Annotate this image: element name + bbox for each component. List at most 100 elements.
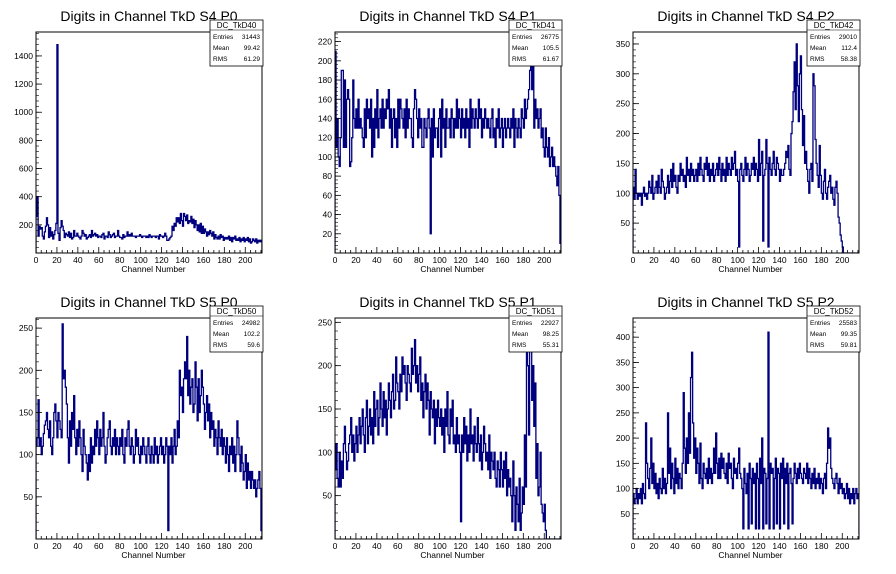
- x-tick-label: 80: [414, 255, 424, 265]
- y-tick-label: 150: [318, 404, 332, 414]
- y-tick-label: 220: [318, 37, 332, 47]
- stats-name: DC_TkD50: [217, 307, 257, 316]
- y-tick-label: 180: [318, 75, 332, 85]
- x-tick-label: 180: [516, 541, 530, 551]
- y-tick-label: 200: [19, 365, 33, 375]
- x-tick-label: 200: [835, 255, 849, 265]
- x-axis-label: Channel Number: [718, 264, 782, 274]
- histogram-series: [335, 321, 561, 539]
- stats-label: RMS: [213, 342, 228, 349]
- x-tick-label: 200: [238, 255, 252, 265]
- stats-label: Mean: [213, 45, 230, 52]
- x-tick-label: 160: [793, 255, 807, 265]
- y-tick-label: 160: [318, 94, 332, 104]
- histogram-series: [633, 43, 859, 253]
- y-tick-label: 150: [616, 158, 630, 168]
- y-tick-label: 300: [616, 69, 630, 79]
- x-tick-label: 160: [196, 255, 210, 265]
- x-tick-label: 120: [154, 541, 168, 551]
- plot-frame: [35, 317, 263, 540]
- chart-panel: Digits in Channel TkD S4 P0 0 20 40 60 80 100 1…: [14, 8, 264, 274]
- y-tick-label: 200: [616, 129, 630, 139]
- y-tick-label: 400: [616, 332, 630, 342]
- x-tick-label: 160: [495, 255, 509, 265]
- stats-value: 61.67: [543, 56, 560, 63]
- y-tick-label: 120: [318, 133, 332, 143]
- stats-label: Entries: [213, 34, 234, 41]
- x-tick-label: 20: [351, 541, 361, 551]
- y-tick-label: 140: [318, 113, 332, 123]
- x-tick-label: 80: [115, 255, 125, 265]
- y-tick-label: 150: [616, 458, 630, 468]
- x-tick-label: 40: [372, 255, 382, 265]
- y-tick-label: 100: [616, 484, 630, 494]
- x-tick-label: 180: [217, 255, 231, 265]
- x-tick-label: 100: [433, 541, 447, 551]
- stats-value: 105.5: [543, 45, 560, 52]
- chart-title: Digits in Channel TkD S5 P0: [60, 294, 237, 310]
- stats-label: Mean: [810, 45, 827, 52]
- chart-panel: Digits in Channel TkD S5 P2 0 20 40 60 80 100 1…: [616, 294, 861, 560]
- y-tick-label: 200: [19, 220, 33, 230]
- x-tick-label: 120: [751, 255, 765, 265]
- x-tick-label: 180: [516, 255, 530, 265]
- x-tick-label: 40: [670, 541, 680, 551]
- plot-frame: [632, 317, 860, 540]
- plot-frame: [632, 31, 860, 254]
- plot-frame: [334, 317, 562, 540]
- y-tick-label: 1200: [14, 79, 33, 89]
- x-tick-label: 40: [670, 255, 680, 265]
- y-tick-label: 1400: [14, 51, 33, 61]
- x-tick-label: 120: [453, 541, 467, 551]
- x-tick-label: 20: [52, 541, 62, 551]
- plot-frame: [334, 31, 562, 254]
- stats-label: Mean: [512, 331, 529, 338]
- x-tick-label: 140: [772, 255, 786, 265]
- x-tick-label: 140: [772, 541, 786, 551]
- histogram-series: [36, 323, 262, 539]
- x-tick-label: 140: [175, 255, 189, 265]
- x-axis-label: Channel Number: [718, 550, 782, 560]
- x-axis-label: Channel Number: [420, 550, 484, 560]
- y-tick-label: 100: [318, 447, 332, 457]
- stats-label: RMS: [810, 342, 825, 349]
- y-tick-label: 250: [19, 323, 33, 333]
- y-tick-label: 200: [318, 56, 332, 66]
- x-tick-label: 160: [495, 541, 509, 551]
- stats-value: 59.6: [247, 342, 260, 349]
- x-tick-label: 60: [393, 541, 403, 551]
- stats-name: DC_TkD41: [516, 21, 556, 30]
- x-tick-label: 60: [94, 255, 104, 265]
- x-tick-label: 140: [474, 255, 488, 265]
- stats-value: 25583: [839, 320, 857, 327]
- y-tick-label: 50: [24, 492, 34, 502]
- y-tick-label: 250: [616, 408, 630, 418]
- x-tick-label: 200: [537, 541, 551, 551]
- x-tick-label: 80: [712, 541, 722, 551]
- y-tick-label: 100: [318, 152, 332, 162]
- x-tick-label: 100: [731, 541, 745, 551]
- x-tick-label: 180: [814, 255, 828, 265]
- plot-frame: [35, 31, 263, 254]
- x-tick-label: 120: [154, 255, 168, 265]
- x-tick-label: 200: [238, 541, 252, 551]
- chart-panel: Digits in Channel TkD S5 P1 0 20 40 60 80 100 1…: [318, 294, 563, 560]
- x-tick-label: 60: [393, 255, 403, 265]
- stats-box: [508, 305, 563, 353]
- chart-panel: Digits in Channel TkD S5 P0 0 20 40 60 80 100 1…: [19, 294, 264, 560]
- stats-value: 99.42: [244, 45, 261, 52]
- stats-box: [508, 19, 563, 67]
- y-tick-label: 300: [616, 383, 630, 393]
- x-tick-label: 140: [175, 541, 189, 551]
- y-tick-label: 150: [19, 407, 33, 417]
- stats-value: 58.38: [841, 56, 858, 63]
- x-tick-label: 200: [835, 541, 849, 551]
- stats-name: DC_TkD40: [217, 21, 257, 30]
- stats-value: 26775: [541, 34, 559, 41]
- x-axis-label: Channel Number: [420, 264, 484, 274]
- x-tick-label: 60: [94, 541, 104, 551]
- stats-label: RMS: [213, 56, 228, 63]
- x-tick-label: 180: [814, 541, 828, 551]
- x-tick-label: 20: [649, 541, 659, 551]
